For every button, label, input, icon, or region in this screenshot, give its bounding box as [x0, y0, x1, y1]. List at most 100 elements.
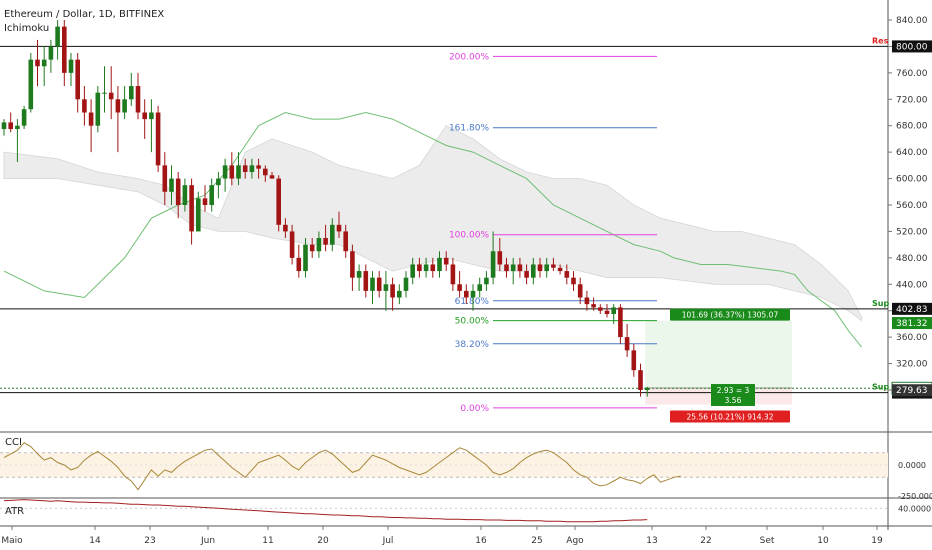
- price-tick-label: 360.00: [896, 333, 928, 343]
- candle-body: [21, 109, 27, 126]
- candle-body: [410, 264, 415, 278]
- candle-body: [242, 165, 248, 172]
- candle-body: [564, 271, 570, 278]
- candle-body: [249, 165, 255, 172]
- candle-body: [95, 92, 101, 126]
- cci-band: [0, 452, 888, 478]
- ichimoku-cloud: [3, 125, 862, 322]
- candle-body: [122, 99, 127, 113]
- level-axis-label: 402.83: [896, 305, 928, 315]
- candle-body: [189, 185, 194, 232]
- candle-body: [604, 310, 610, 315]
- candle-body: [62, 26, 67, 73]
- candle-body: [162, 165, 168, 192]
- candle-body: [531, 264, 536, 278]
- price-tick-label: 320.00: [896, 360, 928, 370]
- price-tick-label: 480.00: [896, 254, 928, 264]
- candle-body: [470, 290, 476, 298]
- candle-body: [316, 238, 322, 252]
- chart-title: Ethereum / Dollar, 1D, BITFINEX: [4, 9, 165, 20]
- candle-body: [336, 224, 342, 232]
- candle-body: [209, 185, 214, 205]
- candle-body: [537, 264, 543, 272]
- extra-axis-box: [892, 384, 932, 397]
- loss-label-box: [670, 410, 790, 423]
- candle-body: [229, 165, 235, 179]
- candle-body: [571, 277, 576, 285]
- candle-body: [437, 257, 442, 272]
- candle-body: [82, 99, 87, 113]
- candle-body: [115, 99, 121, 113]
- profit-label-box: [670, 308, 790, 321]
- date-label: 25: [531, 536, 542, 546]
- level-tag-sup: Sup: [872, 299, 889, 308]
- date-label: Jul: [382, 536, 394, 546]
- indicator-label: Ichimoku: [4, 23, 50, 34]
- candle-body: [283, 224, 288, 232]
- candle-body: [142, 112, 147, 120]
- candle-body: [403, 277, 409, 291]
- candle-body: [363, 271, 369, 291]
- candle-body: [135, 86, 141, 113]
- candle-body: [484, 277, 489, 285]
- candle-body: [28, 59, 34, 110]
- candle-body: [1, 122, 7, 130]
- fib-label: 0.00%: [460, 404, 489, 414]
- candle-body: [517, 264, 523, 272]
- date-label: Set: [760, 536, 775, 546]
- candle-body: [443, 257, 449, 265]
- candle-body: [256, 165, 261, 169]
- candle-body: [390, 284, 395, 298]
- candle-body: [175, 178, 181, 205]
- date-label: 20: [317, 536, 329, 546]
- candle-body: [611, 307, 616, 315]
- loss-label-text: 25.56 (10.21%) 914.32: [687, 413, 774, 422]
- candle-body: [430, 264, 436, 272]
- fib-label: 161.80%: [449, 124, 489, 134]
- profit-zone: [645, 320, 792, 389]
- date-label: 19: [871, 536, 883, 546]
- candle-body: [638, 370, 643, 390]
- date-label: 23: [144, 536, 155, 546]
- candle-body: [236, 165, 241, 179]
- candle-body: [55, 26, 60, 47]
- candle-body: [423, 264, 429, 272]
- candle-body: [222, 165, 228, 179]
- candle-body: [591, 304, 596, 308]
- candle-body: [68, 59, 74, 73]
- ratio-box: [711, 384, 755, 407]
- date-label: Jun: [200, 536, 215, 546]
- candle-body: [544, 264, 549, 272]
- candle-body: [524, 271, 529, 278]
- level-axis-box: [892, 40, 932, 53]
- fib-label: 38.20%: [455, 340, 490, 350]
- candle-body: [296, 257, 302, 272]
- candle-body: [182, 185, 188, 205]
- candle-body: [330, 224, 335, 245]
- candle-body: [202, 198, 208, 205]
- date-label: 13: [646, 536, 657, 546]
- date-label: Ago: [566, 536, 584, 546]
- price-tick-label: 680.00: [896, 122, 928, 132]
- price-tick-label: 520.00: [896, 227, 928, 237]
- date-label: 11: [262, 536, 273, 546]
- cci-tick-0: 0.0000: [898, 461, 926, 470]
- cci-line: [3, 442, 681, 491]
- candle-body: [155, 112, 161, 166]
- fib-label: 100.00%: [449, 231, 489, 241]
- candle-body: [598, 307, 603, 311]
- candle-body: [490, 251, 496, 278]
- candle-body: [108, 92, 114, 100]
- level-tag-sup: Sup: [872, 383, 889, 392]
- candle-body: [196, 198, 201, 232]
- level-tag-res: Res: [872, 36, 889, 45]
- price-tick-label: 560.00: [896, 201, 928, 211]
- fib-label: 50.00%: [455, 317, 490, 327]
- candle-body: [149, 112, 154, 120]
- candle-body: [510, 264, 516, 272]
- candle-body: [464, 290, 469, 298]
- candle-body: [584, 297, 590, 305]
- level-axis-label: 800.00: [896, 42, 928, 52]
